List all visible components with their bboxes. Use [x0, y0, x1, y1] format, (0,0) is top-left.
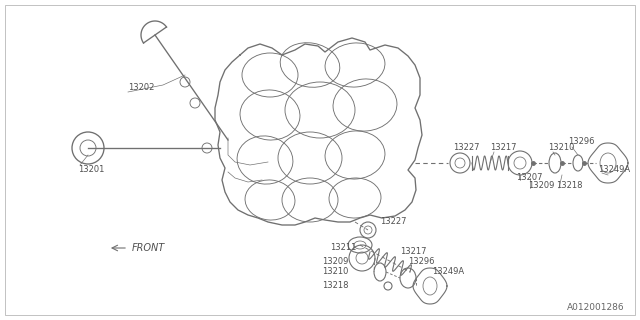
Text: 13201: 13201: [78, 165, 104, 174]
Text: 13227: 13227: [453, 143, 479, 153]
Text: 13202: 13202: [128, 84, 154, 92]
Text: 13207: 13207: [516, 173, 543, 182]
Text: 13218: 13218: [556, 180, 582, 189]
Text: 13211: 13211: [330, 244, 356, 252]
Text: A012001286: A012001286: [568, 303, 625, 312]
Text: 13249A: 13249A: [432, 268, 464, 276]
Text: 13296: 13296: [408, 258, 435, 267]
Text: FRONT: FRONT: [132, 243, 165, 253]
Text: 13217: 13217: [400, 247, 426, 257]
Text: 13227: 13227: [380, 218, 406, 227]
Text: 13210: 13210: [322, 268, 348, 276]
Text: 13217: 13217: [490, 143, 516, 153]
Text: 13209: 13209: [322, 258, 348, 267]
Text: 13249A: 13249A: [598, 165, 630, 174]
Text: 13218: 13218: [322, 281, 349, 290]
Text: 13210: 13210: [548, 143, 574, 153]
Text: 13296: 13296: [568, 138, 595, 147]
Text: 13209: 13209: [528, 180, 554, 189]
